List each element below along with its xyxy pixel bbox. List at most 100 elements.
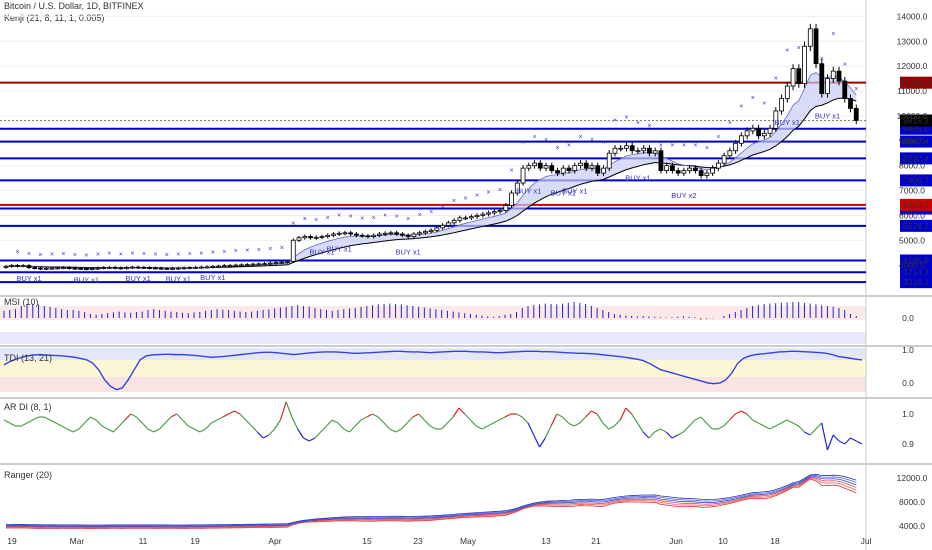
marker-x: × [751,95,755,102]
buy-signal-label: BUY x2 [671,191,696,200]
y-tick-label: 12000.0 [897,61,928,71]
tdi-lower-band [0,377,866,392]
tdi-y-tick: 1.0 [902,345,914,355]
candle-body [3,265,9,268]
ardi-segment [251,425,258,433]
marker-x: × [682,142,686,149]
ardi-segment [326,419,333,427]
ardi-segment [337,422,345,430]
x-tick-label: 18 [770,536,780,546]
ardi-segment [55,422,62,427]
marker-x: × [337,213,341,220]
marker-x: × [452,198,456,205]
candle-body [480,213,486,216]
ardi-segment [176,413,183,421]
candle-body [664,165,670,172]
ardi-segment [706,422,713,430]
ardi-segment [268,428,276,436]
candle-body [779,98,784,112]
marker-x: × [567,142,571,149]
candle-body [606,152,612,169]
support-level-badge-bg [900,152,932,165]
marker-x: × [498,187,502,194]
ardi-segment [613,419,621,427]
candle-body [578,162,583,167]
candle-body [107,266,112,269]
marker-x: × [739,103,743,110]
dark-resistance-level-badge: 11336.4 [901,78,931,88]
candle-body [532,162,537,167]
marker-x: × [280,245,284,252]
candle-body [84,268,89,271]
marker-x: × [395,213,399,220]
candle-body [124,267,130,270]
candle-body [267,262,273,265]
marker-x: × [774,75,778,82]
buy-signal-label: BUY x1 [309,247,334,256]
tdi-upper-band [0,348,866,360]
ranger-line [5,475,857,527]
ardi-segment [671,434,679,439]
last-price-badge: 9815.2 [903,116,929,126]
ardi-segment [735,410,742,415]
y-tick-label: 5000.0 [899,235,925,245]
candle-body [549,165,555,172]
candle-body [181,267,187,270]
marker-x: × [84,252,88,259]
candle-body [428,229,434,232]
last-price-badge-bg [900,114,932,127]
candle-body [451,219,457,224]
buy-signal-label: BUY x1 [16,274,41,283]
buy-signal-label: BUY x1 [125,274,150,283]
candle-body [583,162,589,169]
ardi-segment [49,419,57,424]
marker-x: × [50,252,54,259]
support-level-badge-bg [900,276,932,289]
ardi-segment [343,428,350,433]
y-tick-label: 6000.0 [899,210,925,220]
ardi-segment [452,407,460,418]
candle-body [520,167,526,184]
marker-x: × [464,195,468,202]
candle-body [187,267,193,270]
marker-x: × [613,117,617,124]
ardi-segment [354,419,362,427]
x-tick-label: 19 [190,536,200,546]
x-tick-label: 23 [413,536,423,546]
marker-x: × [659,142,663,149]
buy-signal-label: BUY x1 [775,118,800,127]
candle-body [733,142,739,152]
candle-body [555,170,560,174]
ardi-segment [26,419,34,424]
candle-body [388,232,394,235]
ardi-segment [136,416,143,424]
ardi-segment [222,413,229,418]
ardi-segment [406,416,414,424]
ardi-segment [228,410,235,415]
marker-x: × [96,252,100,259]
ardi-segment [832,434,840,442]
ardi-segment [331,419,339,424]
marker-x: × [728,120,732,127]
ranger-y-tick: 8000.0 [899,497,925,507]
candle-body [750,127,756,132]
ardi-segment [579,416,587,424]
marker-x: × [383,213,387,220]
ardi-segment [487,422,494,427]
marker-x: × [555,145,559,152]
support-level-badge: 8292.4 [903,153,929,163]
ardi-segment [729,413,736,421]
marker-x: × [441,204,445,211]
ranger-line [5,477,857,528]
ardi-y-tick: 0.9 [902,439,914,449]
resistance-level-badge-bg [900,198,932,211]
support-level-badge-bg [900,219,932,232]
ardi-segment [573,422,581,427]
candle-body [796,68,802,84]
ardi-segment [95,419,103,427]
candle-body [371,234,377,237]
ranger-y-tick: 12000.0 [897,473,928,483]
marker-x: × [578,134,582,141]
ardi-segment [72,428,80,433]
